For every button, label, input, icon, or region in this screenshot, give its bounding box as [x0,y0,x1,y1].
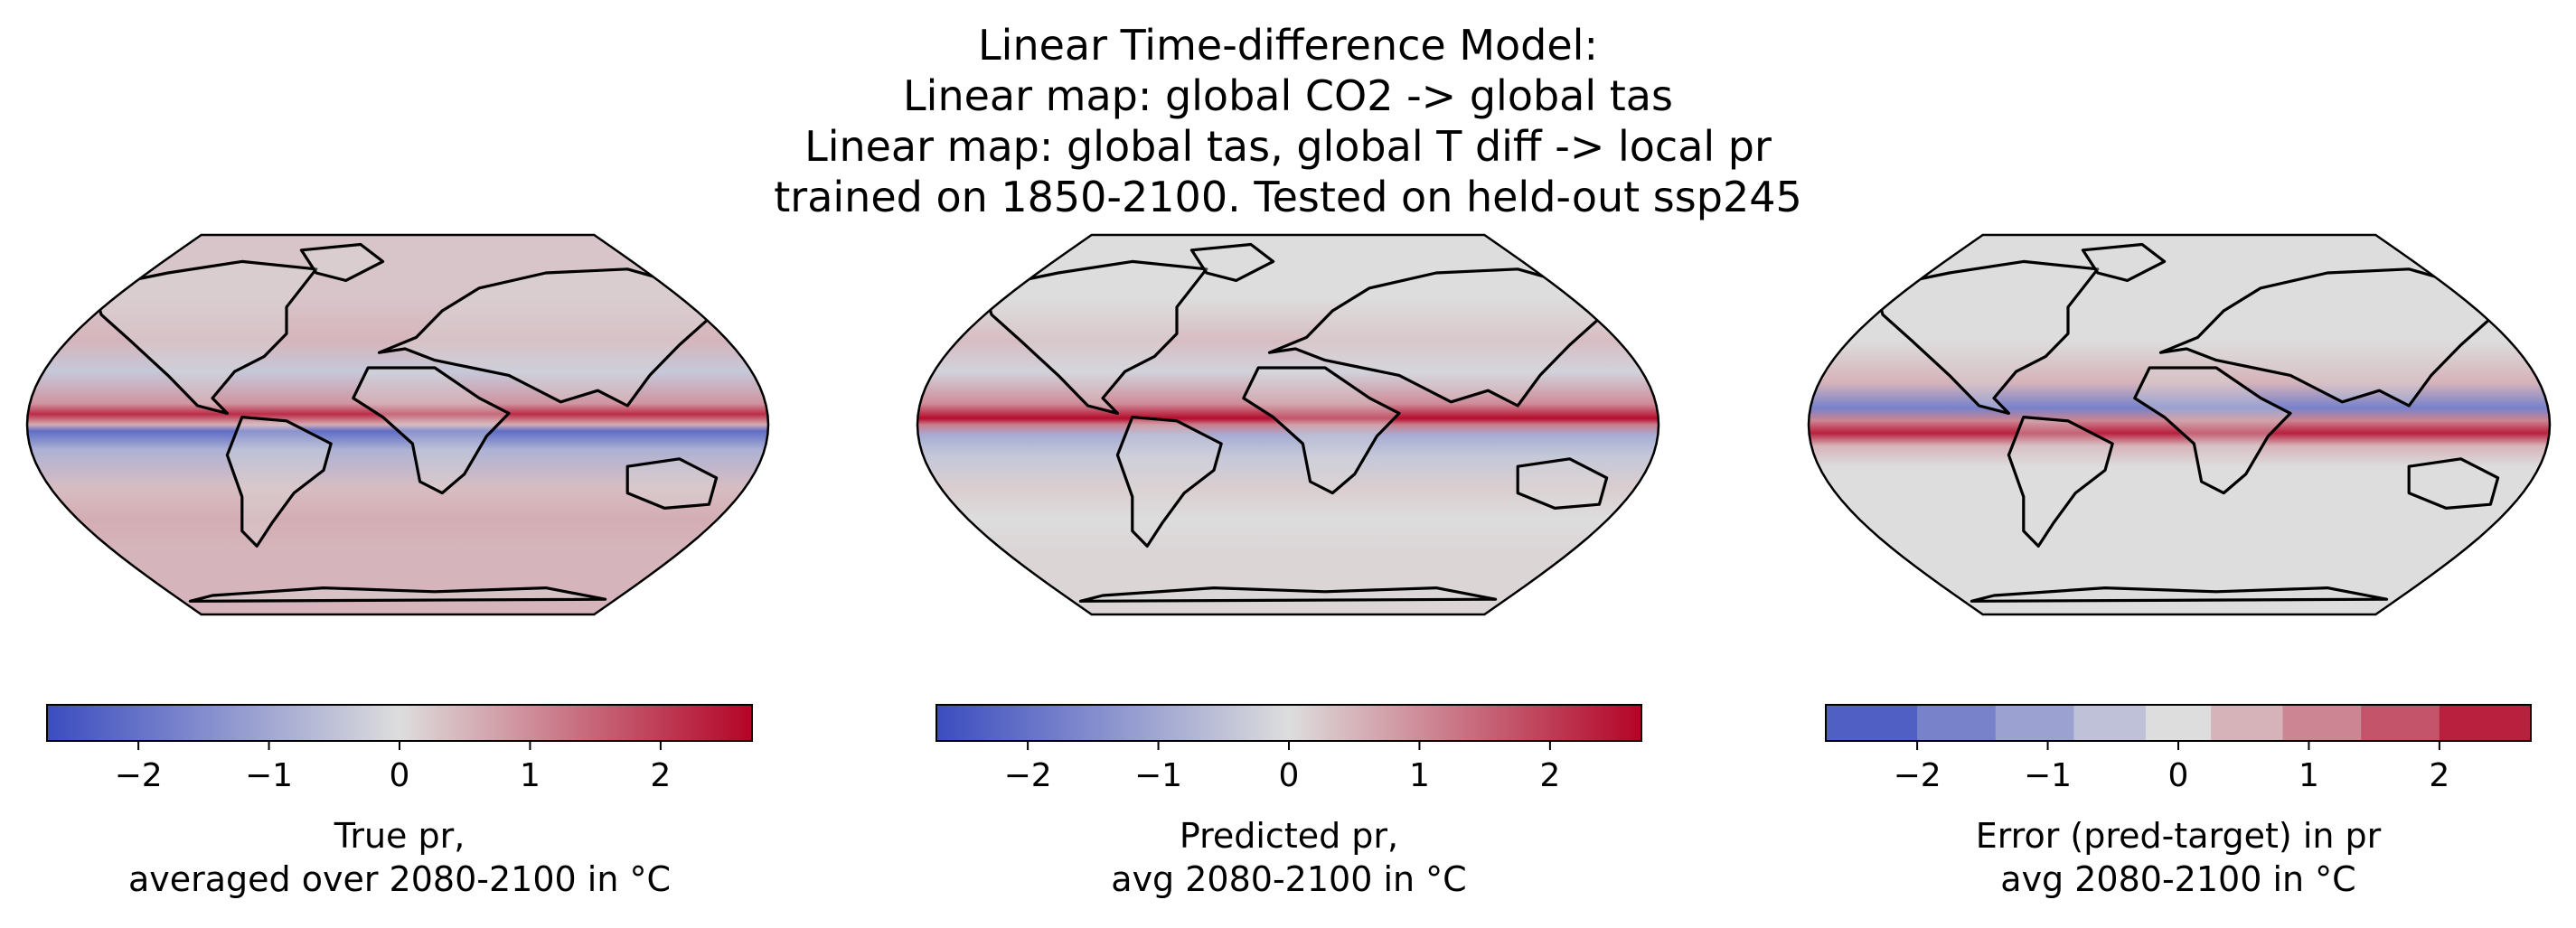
coastline-south-america [225,416,333,548]
coastlines [92,242,719,603]
coastline-north-america [1874,259,2100,415]
colorbar-bin [2211,705,2284,741]
title-line-1: Linear Time-difference Model: [978,21,1598,70]
colorbar-tick-label: 0 [390,757,410,794]
colorbar-tick-label: 0 [1279,757,1300,794]
latitude-bands [917,235,1659,614]
coastlines [982,242,1609,603]
colorbar-bin [1826,705,1918,741]
coastline-africa [352,366,511,495]
colorbar-tick-label: 2 [1539,757,1560,794]
colorbar-tick-label: −2 [115,757,163,794]
coastline-north-america [982,259,1208,415]
coastline-greenland [299,242,385,282]
colorbar-bin [2073,705,2147,741]
coastline-south-america [1115,416,1223,548]
coastline-greenland [1189,242,1275,282]
colorbar-tick-label: 0 [2168,757,2189,794]
coastline-south-america [2007,416,2114,548]
colorbar-predicted-pr: −2 −1 0 1 2 Predicted pr,avg 2080-2100 in °C [935,704,1642,899]
coastline-greenland [2081,242,2167,282]
title-line-2: Linear map: global CO2 -> global tas [903,71,1673,120]
colorbar-bin [2439,705,2532,741]
colorbar-tick-label: 1 [520,757,541,794]
colorbar-label-line: avg 2080-2100 in °C [1111,859,1466,899]
map-outline [1807,233,2552,616]
colorbar-label-line: Predicted pr, [1180,816,1398,856]
colorbar-tick-label: 1 [2299,757,2319,794]
coastline-africa [1242,366,1401,495]
map-panel-error-pr [1807,233,2552,616]
colorbar-label-line: Error (pred-target) in pr [1976,816,2382,856]
coastline-australia [1516,457,1609,511]
colorbar-tick-label: 2 [2429,757,2449,794]
map-outline [25,233,770,616]
map-outline [916,233,1660,616]
colorbar-bin [2282,705,2362,741]
map-panel-true-pr [25,233,770,616]
coastline-europe-asia [1267,267,1602,408]
colorbar-label-line: avg 2080-2100 in °C [2000,859,2355,899]
latitude-bands [1809,235,2550,614]
map-field [917,235,1659,614]
coastline-europe-asia [377,267,711,408]
colorbar-tick-label: −1 [1134,757,1182,794]
coastline-antarctica [188,586,607,603]
colorbar-bin [2145,705,2212,741]
title-line-4: trained on 1850-2100. Tested on held-out… [774,173,1802,221]
colorbar-tick-label: 2 [650,757,671,794]
coastline-north-america [92,259,318,415]
colorbar-gradient [47,705,752,741]
colorbar-label-line: True pr, [334,816,465,856]
latitude-bands [27,235,768,614]
coastline-antarctica [1970,586,2389,603]
coastline-europe-asia [2158,267,2492,408]
colorbar-tick-label: −1 [245,757,293,794]
coastline-australia [625,457,719,511]
colorbar-tick-label: −1 [2024,757,2072,794]
colorbar-bin [2361,705,2440,741]
figure-title: Linear Time-difference Model: Linear map… [0,20,2576,222]
map-panel-predicted-pr [916,233,1660,616]
colorbar-label-line: averaged over 2080-2100 in °C [128,859,671,899]
coastline-africa [2133,366,2292,495]
colorbar-gradient [936,705,1641,741]
coastline-australia [2407,457,2500,511]
coastline-antarctica [1078,586,1498,603]
map-field [27,235,768,614]
colorbar-tick-label: −2 [1894,757,1941,794]
colorbar-tick-label: 1 [1409,757,1430,794]
colorbar-bin [1917,705,1997,741]
colorbar-true-pr: −2 −1 0 1 2 True pr,averaged over 2080-2100 i… [46,704,753,899]
map-field [1809,235,2550,614]
colorbar-tick-label: −2 [1004,757,1052,794]
title-line-3: Linear map: global tas, global T diff ->… [804,122,1772,171]
coastlines [1874,242,2500,603]
colorbar-bin [1995,705,2074,741]
